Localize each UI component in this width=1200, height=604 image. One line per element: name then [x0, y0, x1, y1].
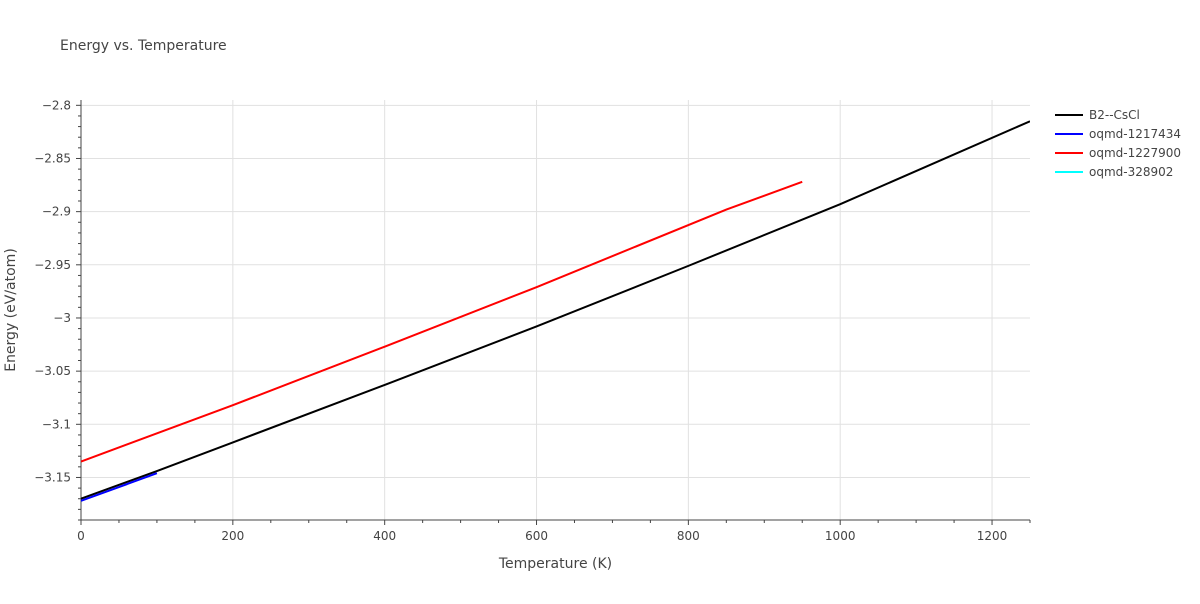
y-tick-label: −3.1	[42, 417, 71, 431]
series-line-oqmd-1227900[interactable]	[81, 180, 803, 463]
x-tick-label: 0	[77, 529, 85, 543]
legend-label: oqmd-1217434	[1089, 127, 1181, 141]
x-tick-label: 600	[525, 529, 548, 543]
y-tick-label: −2.95	[34, 258, 71, 272]
x-tick-label: 400	[373, 529, 396, 543]
series-line-B2--CsCl[interactable]	[81, 120, 1030, 500]
legend-item-oqmd-1227900[interactable]: oqmd-1227900	[1055, 146, 1181, 160]
grid-lines	[80, 100, 1030, 520]
legend-label: B2--CsCl	[1089, 108, 1140, 122]
legend: B2--CsCl oqmd-1217434 oqmd-1227900 oqmd-328…	[1055, 108, 1181, 179]
y-tick-label: −2.9	[42, 205, 71, 219]
x-axis-label: Temperature (K)	[498, 556, 612, 572]
legend-item-oqmd-328902[interactable]: oqmd-328902	[1055, 165, 1173, 179]
chart-title: Energy vs. Temperature	[60, 38, 227, 54]
x-tick-label: 800	[677, 529, 700, 543]
series-lines	[81, 120, 1030, 502]
y-tick-label: −3.05	[34, 364, 71, 378]
y-tick-label: −3.15	[34, 470, 71, 484]
y-axis-label: Energy (eV/atom)	[3, 248, 19, 372]
legend-label: oqmd-328902	[1089, 165, 1173, 179]
y-tick-label: −2.85	[34, 151, 71, 165]
x-tick-label: 1000	[825, 529, 856, 543]
legend-item-B2--CsCl[interactable]: B2--CsCl	[1055, 108, 1140, 122]
y-tick-label: −3	[53, 311, 71, 325]
y-tick-label: −2.8	[42, 98, 71, 112]
axes: 0 200 400 600 800 1000 1200 −2.8 −2.85 −2.9 −2.95 −…	[34, 98, 1031, 543]
series-line-oqmd-1217434[interactable]	[81, 472, 158, 502]
x-tick-label: 200	[221, 529, 244, 543]
x-tick-label: 1200	[977, 529, 1008, 543]
legend-label: oqmd-1227900	[1089, 146, 1181, 160]
legend-item-oqmd-1217434[interactable]: oqmd-1217434	[1055, 127, 1181, 141]
